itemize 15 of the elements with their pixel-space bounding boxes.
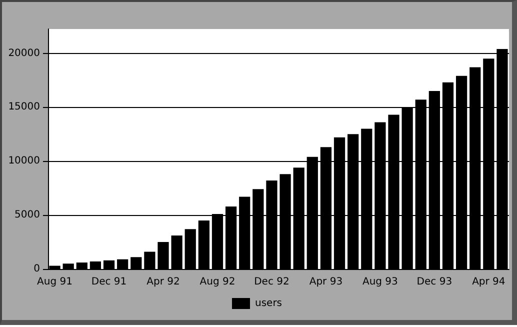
x-tick-label: Dec 93 xyxy=(416,276,452,288)
x-tick-label: Apr 94 xyxy=(472,276,506,288)
x-tick-label: Dec 92 xyxy=(254,276,290,288)
y-tick-label: 20000 xyxy=(8,48,40,59)
x-tick-label: Apr 93 xyxy=(309,276,343,288)
x-tick-label: Dec 91 xyxy=(91,276,127,288)
y-tick-label: 10000 xyxy=(8,156,40,167)
y-tick-label: 5000 xyxy=(14,210,40,221)
y-tick-label: 0 xyxy=(34,264,40,274)
x-tick-label: Aug 93 xyxy=(362,276,398,288)
y-tick-label: 15000 xyxy=(8,102,40,113)
x-tick-label: Apr 92 xyxy=(146,276,180,288)
x-tick-label: Aug 91 xyxy=(37,276,72,288)
x-tick-label: Aug 92 xyxy=(200,276,236,288)
legend-label: users xyxy=(254,298,282,309)
